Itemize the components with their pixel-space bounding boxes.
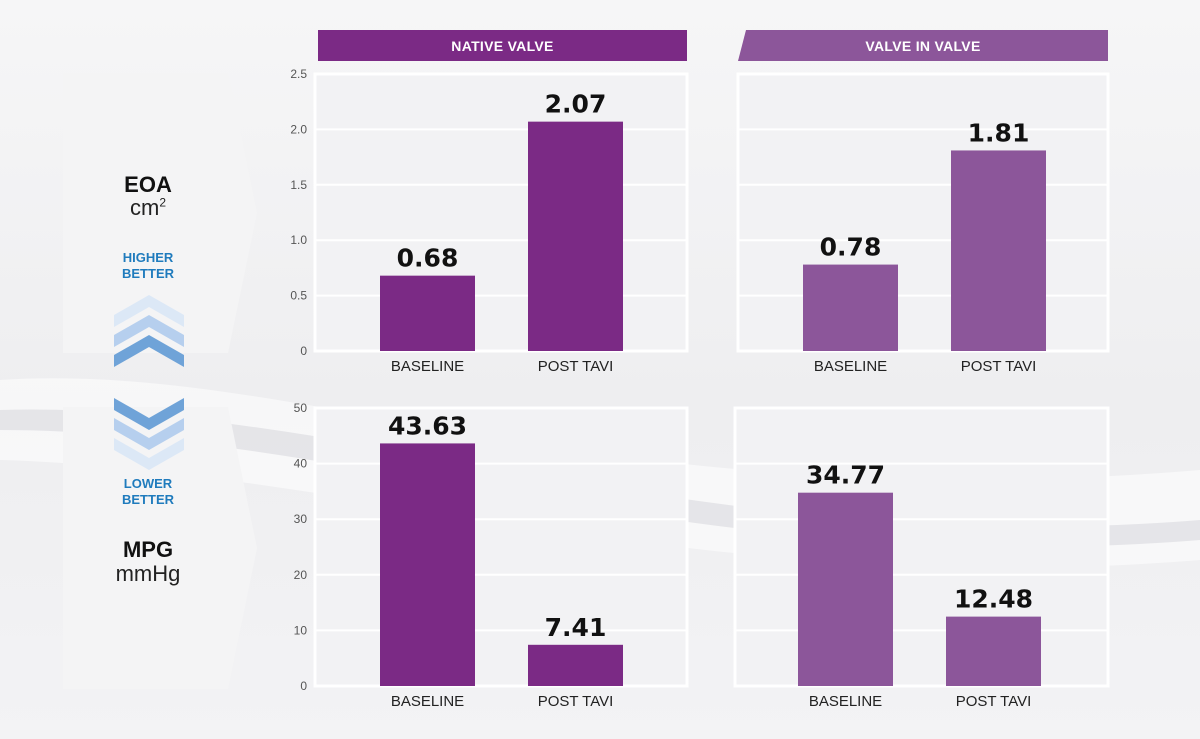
data-label: 0.78 [820,233,882,262]
data-label: 12.48 [954,585,1033,614]
y-tick-label: 1.5 [290,178,307,192]
plot-frame [736,72,1110,353]
y-tick-label: 2.0 [290,122,307,136]
x-tick-label: BASELINE [391,693,464,710]
mpg-title: MPG [122,537,174,562]
chevron-down-icon [114,398,184,470]
x-tick-label: BASELINE [814,358,887,375]
y-tick-label: 10 [294,623,308,637]
plot-background [735,408,1108,686]
bar [951,150,1046,351]
data-label: 2.07 [545,90,607,119]
y-tick-label: 50 [294,401,308,415]
valve-in-valve-header: VALVE IN VALVE [738,30,1108,61]
x-tick-label: BASELINE [391,358,464,375]
x-tick-label: BASELINE [809,693,882,710]
data-label: 34.77 [806,461,885,490]
x-tick-label: POST TAVI [961,358,1037,375]
x-tick-label: POST TAVI [538,693,614,710]
y-tick-label: 1.0 [290,233,307,247]
bar [946,616,1041,686]
y-tick-label: 0 [300,679,307,693]
data-label: 0.68 [397,244,459,273]
y-tick-label: 20 [294,568,308,582]
y-tick-label: 30 [294,512,308,526]
y-tick-label: 0 [300,344,307,358]
y-tick-label: 40 [294,457,308,471]
y-tick-label: 0.5 [290,289,307,303]
plot-frame [313,406,689,688]
x-tick-label: POST TAVI [538,358,614,375]
plot-background [315,408,687,686]
lower-better-hint: LOWER BETTER [122,476,174,507]
eoa-title: EOA [124,172,172,197]
plot-frame [313,72,689,353]
native-mpg-chart: 0 10 20 30 40 50 43.63 BASELINE 7.41 POST TAVI [294,401,689,710]
viv-eoa-chart: 0.78 BASELINE 1.81 POST TAVI [736,72,1110,375]
x-tick-label: POST TAVI [956,693,1032,710]
bar [798,492,893,686]
plot-background [315,74,687,351]
bar [528,121,623,351]
higher-better-hint: HIGHER BETTER [122,250,174,281]
eoa-unit: cm2 [129,195,166,220]
plot-background [738,74,1108,351]
viv-mpg-chart: 34.77 BASELINE 12.48 POST TAVI [733,406,1110,710]
chevron-up-icon [114,295,184,367]
native-valve-header: NATIVE VALVE [318,30,687,61]
bar [528,644,623,686]
native-eoa-chart: 0 0.5 1.0 1.5 2.0 2.5 0.68 BASELINE 2.07 POST TAV… [290,67,689,375]
y-tick-label: 2.5 [290,67,307,81]
data-label: 43.63 [388,411,467,440]
bar [380,275,475,351]
bar [380,443,475,686]
data-label: 1.81 [968,118,1030,147]
bar [803,264,898,351]
data-label: 7.41 [545,613,607,642]
mpg-unit: mmHg [115,561,181,586]
plot-frame [733,406,1110,688]
